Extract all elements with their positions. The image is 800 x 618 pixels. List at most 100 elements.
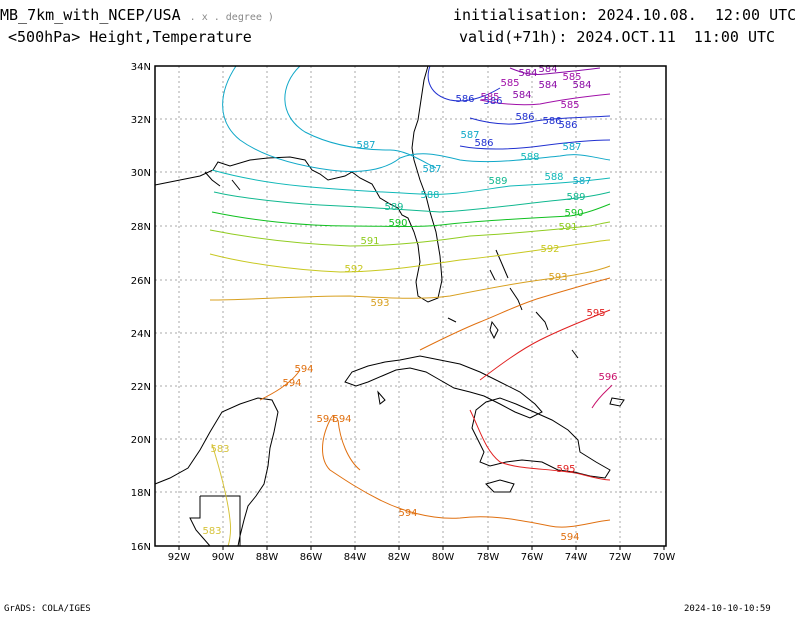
map-frame-bg: [155, 66, 666, 546]
bahamas-island: [495, 249, 509, 279]
latitude-axis: 34N 32N 30N 28N 26N 24N 22N 20N 18N 16N: [131, 62, 151, 553]
coastlines: [154, 65, 625, 547]
contour-label: 583: [202, 526, 221, 537]
contour-label: 586: [474, 138, 493, 149]
lon-tick-label: 88W: [256, 552, 279, 563]
model-suffix: . x . degree ): [189, 12, 274, 23]
isla-juventud: [377, 390, 386, 405]
contour-label: 595: [586, 308, 605, 319]
coast-detail: [231, 179, 241, 191]
lon-tick-label: 90W: [212, 552, 235, 563]
contour-592: [209, 239, 611, 273]
contour-label: 591: [558, 222, 577, 233]
contour-593: [209, 265, 611, 301]
florida-coast: [154, 65, 443, 303]
contour-label: 583: [210, 444, 229, 455]
footer-timestamp: 2024-10-10-10:59: [684, 604, 771, 614]
contour-label: 587: [562, 142, 581, 153]
lon-tick-label: 78W: [477, 552, 500, 563]
bahamas-island: [571, 349, 579, 359]
cuba-coast: [344, 355, 543, 419]
init-label: initialisation:: [453, 6, 589, 24]
contour-589: [213, 191, 611, 213]
lon-tick-label: 76W: [521, 552, 544, 563]
contour-591: [209, 221, 611, 247]
contour-label: 591: [360, 236, 379, 247]
contours: [209, 65, 613, 547]
contour-label: 584: [518, 68, 537, 79]
contour-label: 584: [572, 80, 591, 91]
longitude-axis: 92W 90W 88W 86W 84W 82W 80W 78W 76W 74W 72W 70W: [168, 546, 676, 563]
contour-label: 587: [422, 164, 441, 175]
contour-label: 587: [572, 176, 591, 187]
contour-label: 594: [398, 508, 417, 519]
contour-label: 587: [460, 130, 479, 141]
contour-label: 590: [564, 208, 583, 219]
coast-detail: [204, 171, 221, 187]
lon-tick-label: 86W: [300, 552, 323, 563]
init-value: 2024.10.08. 12:00 UTC: [597, 6, 797, 24]
contour-label: 594: [332, 414, 351, 425]
lon-tick-label: 82W: [388, 552, 411, 563]
contour-label: 586: [542, 116, 561, 127]
contour-label: 589: [566, 192, 585, 203]
contour-label: 587: [356, 140, 375, 151]
contour-label: 585: [480, 92, 499, 103]
contour-585-ne: [479, 93, 611, 106]
contour-label: 593: [548, 272, 567, 283]
contour-label: 585: [500, 78, 519, 89]
contour-label: 585: [562, 72, 581, 83]
level-title: <500hPa> Height,Temperature: [8, 28, 252, 46]
contour-label: 584: [512, 90, 531, 101]
footer-credit: GrADS: COLA/IGES: [4, 604, 91, 614]
bahamas-island: [489, 269, 496, 281]
lat-tick-label: 22N: [131, 382, 151, 393]
contour-label: 594: [294, 364, 313, 375]
lat-tick-label: 18N: [131, 488, 151, 499]
contour-588: [211, 169, 611, 195]
init-line: initialisation: 2024.10.08. 12:00 UTC: [453, 6, 796, 24]
contour-584-ne: [509, 67, 601, 75]
bahamas-island: [489, 320, 499, 340]
contour-label: 589: [488, 176, 507, 187]
lon-tick-label: 72W: [609, 552, 632, 563]
yucatan-coast: [154, 397, 279, 547]
contour-label: 588: [420, 190, 439, 201]
lon-tick-label: 80W: [432, 552, 455, 563]
lat-tick-label: 24N: [131, 329, 151, 340]
contour-587-north: [222, 65, 611, 172]
contour-label: 594: [560, 532, 579, 543]
contour-label: 584: [538, 80, 557, 91]
hispaniola-coast: [471, 397, 611, 479]
contour-label: 588: [544, 172, 563, 183]
contour-label: 588: [520, 152, 539, 163]
bahamas-island: [535, 311, 549, 331]
contour-label: 592: [540, 244, 559, 255]
jamaica-coast: [485, 479, 515, 493]
contour-596: [591, 384, 613, 409]
gridlines: [155, 66, 666, 546]
model-title: MB_7km_with_NCEP/USA . x . degree ): [0, 6, 274, 24]
lat-tick-label: 34N: [131, 62, 151, 73]
contour-label: 594: [316, 414, 335, 425]
lon-tick-label: 70W: [653, 552, 676, 563]
contour-label: 595: [556, 464, 575, 475]
contour-label: 596: [598, 372, 617, 383]
contour-label: 593: [370, 298, 389, 309]
border-line: [189, 495, 241, 547]
lat-tick-label: 28N: [131, 222, 151, 233]
contour-583: [211, 443, 232, 547]
contour-label: 586: [483, 96, 502, 107]
lat-tick-label: 16N: [131, 542, 151, 553]
contour-label: 586: [558, 120, 577, 131]
contour-594-west: [337, 419, 361, 471]
model-name: MB_7km_with_NCEP/USA: [0, 6, 181, 24]
valid-label: valid(+71h):: [459, 28, 568, 46]
valid-value: 2024.OCT.11 11:00 UTC: [576, 28, 776, 46]
contour-label: 586: [515, 112, 534, 123]
bahamas-island: [447, 317, 457, 323]
contour-label: 585: [560, 100, 579, 111]
contour-595: [469, 309, 611, 481]
